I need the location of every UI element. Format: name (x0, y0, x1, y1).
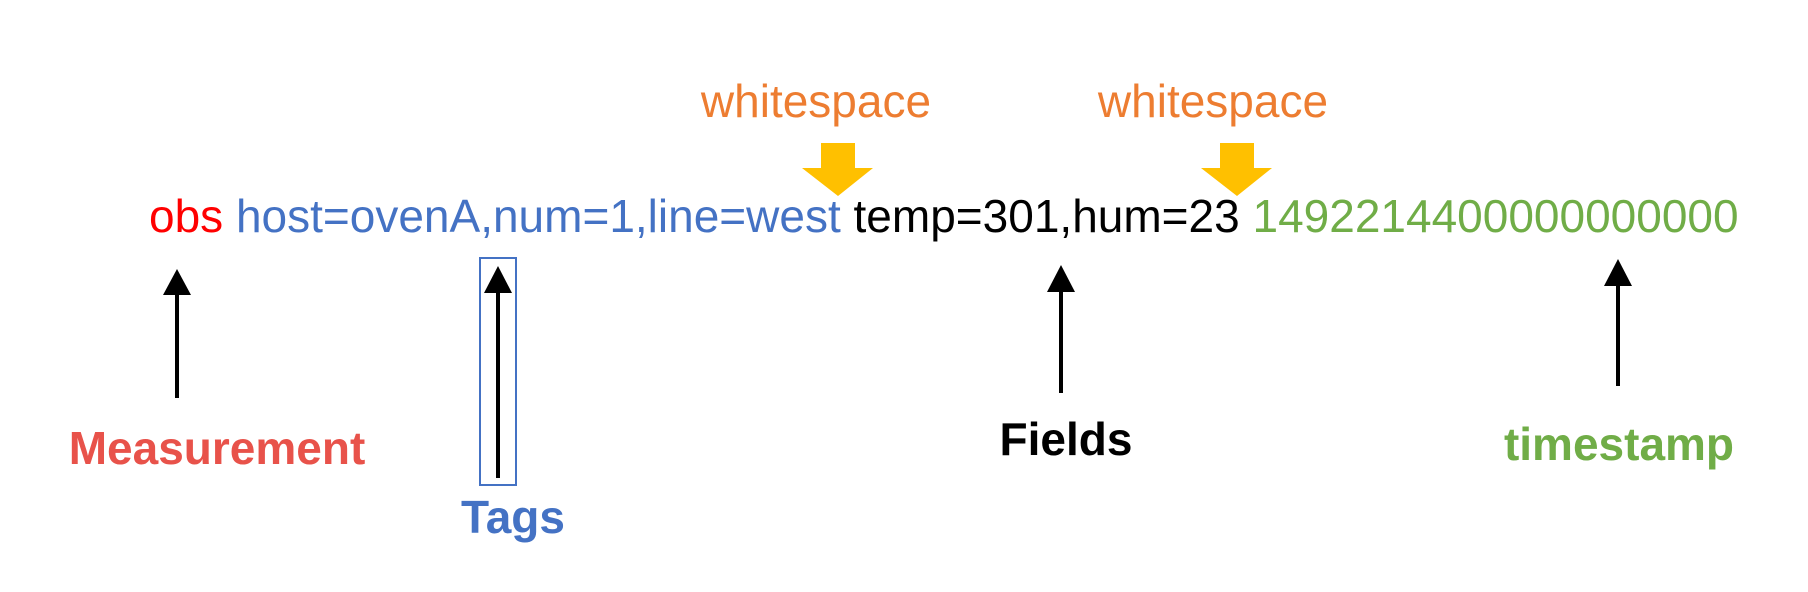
whitespace-label-2: whitespace (1097, 75, 1328, 127)
measurement-label: Measurement (69, 422, 366, 474)
tags-highlight-box (479, 257, 517, 486)
whitespace-arrow-1 (802, 143, 873, 196)
measurement-arrow (163, 269, 191, 398)
timestamp-value: 1492214400000000000 (1252, 190, 1738, 242)
fields-value: temp=301,hum=23 (854, 190, 1253, 242)
up-arrow-icon (163, 269, 191, 295)
whitespace-arrow-2 (1201, 143, 1272, 196)
timestamp-arrow (1604, 259, 1632, 386)
down-arrow-icon (1201, 143, 1272, 196)
fields-label: Fields (1000, 413, 1133, 465)
whitespace-label-1: whitespace (700, 75, 931, 127)
down-arrow-icon (802, 143, 873, 196)
tags-value: host=ovenA,num=1,line=west (236, 190, 854, 242)
up-arrow-icon (1047, 265, 1075, 292)
line-protocol-line: obs host=ovenA,num=1,line=west temp=301,… (149, 190, 1739, 242)
measurement-value: obs (149, 190, 236, 242)
timestamp-label: timestamp (1504, 418, 1734, 470)
fields-arrow (1047, 265, 1075, 393)
up-arrow-icon (484, 266, 512, 293)
tags-label: Tags (461, 491, 565, 543)
tags-arrow (479, 257, 517, 486)
up-arrow-icon (1604, 259, 1632, 286)
